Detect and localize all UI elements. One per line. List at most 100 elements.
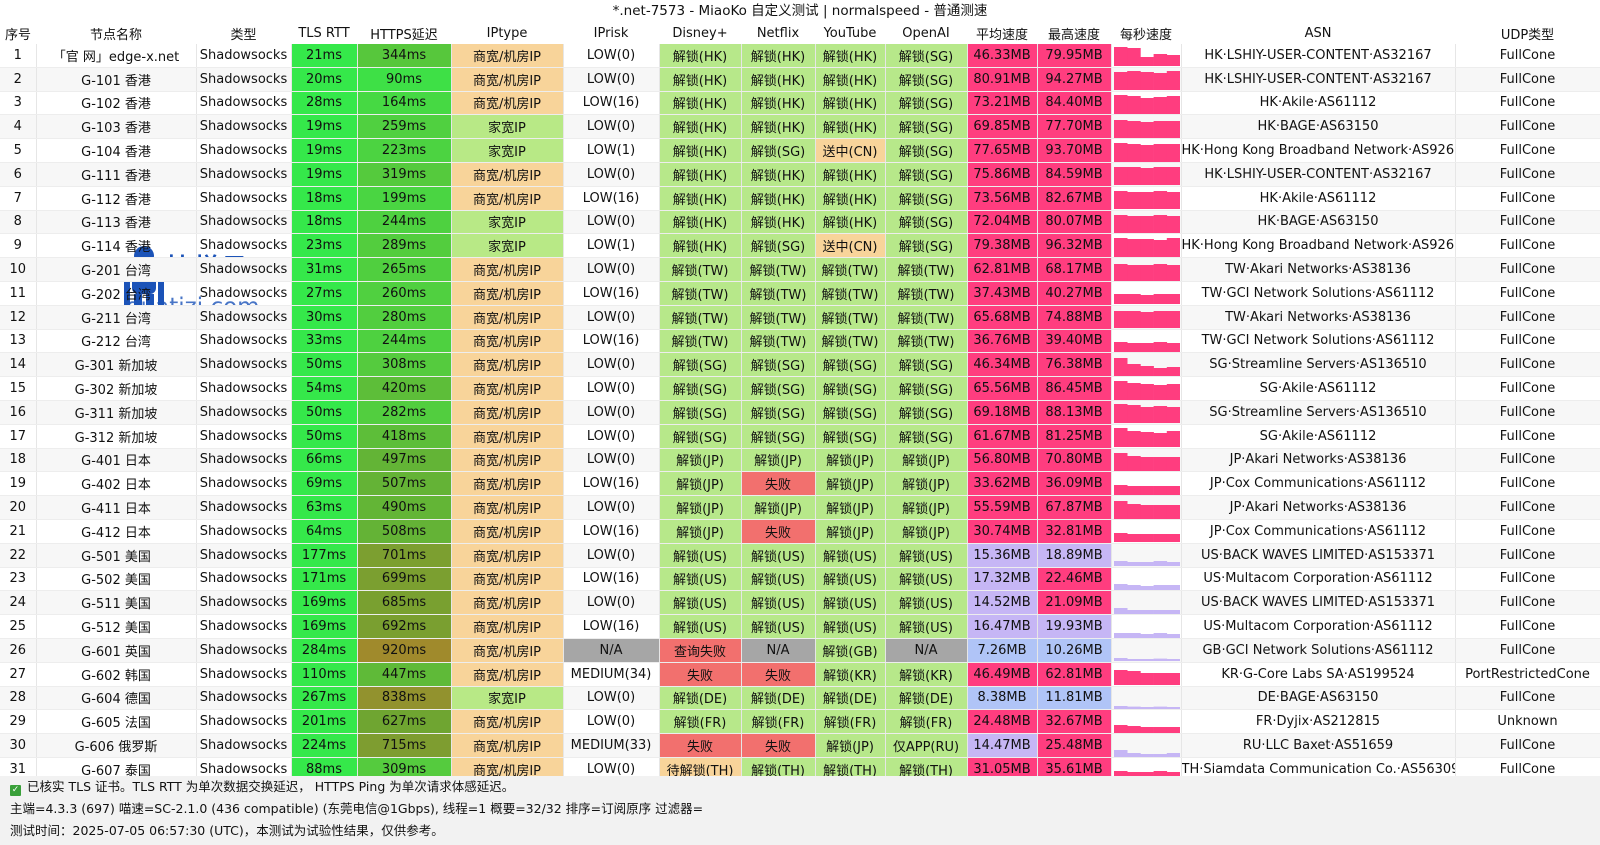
iprisk-cell: LOW(0) bbox=[563, 400, 660, 425]
col-iptype-header: IPtype bbox=[451, 22, 563, 44]
node-name-cell: G-101 香港 bbox=[36, 67, 197, 92]
asn-cell: HK·LSHIY-USER-CONTENT·AS32167 bbox=[1181, 67, 1456, 92]
openai-cell: 解锁(FR) bbox=[885, 709, 968, 735]
sparkline-bar bbox=[1126, 725, 1141, 733]
iprisk-cell: LOW(0) bbox=[563, 709, 660, 735]
max-speed-cell: 74.88MB bbox=[1037, 305, 1112, 330]
iprisk-cell: LOW(16) bbox=[563, 329, 660, 354]
udp-cell: FullCone bbox=[1455, 233, 1600, 259]
sparkline-bar bbox=[1153, 239, 1167, 257]
tls-rtt-cell: 30ms bbox=[291, 305, 358, 330]
iptype-cell: 商宽/机房IP bbox=[451, 733, 564, 758]
netflix-cell: 解锁(HK) bbox=[741, 44, 816, 68]
openai-cell: 解锁(SG) bbox=[885, 114, 968, 140]
udp-cell: FullCone bbox=[1455, 138, 1600, 163]
spark bbox=[1111, 44, 1182, 68]
col-youtube-header: YouTube bbox=[815, 22, 885, 44]
type-cell: Shadowsocks bbox=[196, 686, 292, 711]
sparkline-bar bbox=[1166, 167, 1180, 186]
sparkline-bar bbox=[1126, 264, 1141, 281]
sparkline-bar bbox=[1139, 264, 1154, 281]
sparkline-bar bbox=[1166, 633, 1180, 638]
avg-speed-cell: 56.80MB bbox=[967, 448, 1038, 473]
max-speed-cell: 62.81MB bbox=[1037, 662, 1112, 687]
sparkline-bar bbox=[1126, 609, 1141, 614]
max-speed-cell: 76.38MB bbox=[1037, 352, 1112, 378]
udp-cell: FullCone bbox=[1455, 424, 1600, 449]
table-row: 18 G-401 日本 Shadowsocks 66ms 497ms 商宽/机房IP LOW… bbox=[0, 448, 1600, 473]
index-cell: 6 bbox=[0, 162, 37, 187]
openai-cell: 解锁(DE) bbox=[885, 686, 968, 711]
sparkline-bar bbox=[1153, 384, 1167, 400]
index-cell: 24 bbox=[0, 590, 37, 616]
youtube-cell: 解锁(US) bbox=[815, 590, 886, 616]
sparkline-bar bbox=[1166, 562, 1180, 567]
sparkline-bar bbox=[1153, 632, 1167, 638]
udp-cell: FullCone bbox=[1455, 543, 1600, 568]
youtube-cell: 解锁(US) bbox=[815, 567, 886, 592]
disney-cell: 解锁(TW) bbox=[659, 257, 742, 282]
spark bbox=[1111, 186, 1182, 211]
spark bbox=[1111, 91, 1182, 116]
openai-cell: 解锁(TW) bbox=[885, 305, 968, 330]
netflix-cell: 解锁(SG) bbox=[741, 233, 816, 259]
avg-speed-cell: 46.33MB bbox=[967, 44, 1038, 68]
disney-cell: 解锁(SG) bbox=[659, 376, 742, 401]
type-cell: Shadowsocks bbox=[196, 352, 292, 378]
table-body: 1 「官 网」edge-x.net Shadowsocks 21ms 344ms 商宽/机… bbox=[0, 44, 1600, 806]
openai-cell: 解锁(US) bbox=[885, 590, 968, 616]
table-row: 12 G-211 台湾 Shadowsocks 30ms 280ms 商宽/机房IP LOW… bbox=[0, 305, 1600, 330]
disney-cell: 解锁(HK) bbox=[659, 233, 742, 259]
avg-speed-cell: 65.68MB bbox=[967, 305, 1038, 330]
node-name-cell: G-501 美国 bbox=[36, 543, 197, 568]
sparkline-bar bbox=[1153, 658, 1167, 662]
sparkline-bar bbox=[1113, 214, 1127, 233]
netflix-cell: 解锁(SG) bbox=[741, 400, 816, 425]
asn-cell: HK·Akile·AS61112 bbox=[1181, 91, 1456, 116]
node-name-cell: G-113 香港 bbox=[36, 210, 197, 235]
type-cell: Shadowsocks bbox=[196, 376, 292, 401]
sparkline-bar bbox=[1126, 382, 1141, 400]
https-delay-cell: 838ms bbox=[357, 686, 452, 711]
index-cell: 12 bbox=[0, 305, 37, 330]
node-name-cell: G-605 法国 bbox=[36, 709, 197, 735]
max-speed-cell: 94.27MB bbox=[1037, 67, 1112, 92]
https-delay-cell: 715ms bbox=[357, 733, 452, 758]
spark bbox=[1111, 471, 1182, 497]
speed-sparkline bbox=[1113, 47, 1180, 67]
iptype-cell: 商宽/机房IP bbox=[451, 638, 564, 663]
openai-cell: 解锁(JP) bbox=[885, 471, 968, 497]
sparkline-bar bbox=[1153, 406, 1167, 424]
netflix-cell: 解锁(TW) bbox=[741, 257, 816, 282]
udp-cell: FullCone bbox=[1455, 519, 1600, 544]
disney-cell: 解锁(HK) bbox=[659, 114, 742, 140]
node-name-cell: G-312 新加坡 bbox=[36, 424, 197, 449]
max-speed-cell: 96.32MB bbox=[1037, 233, 1112, 259]
node-name-cell: G-502 美国 bbox=[36, 567, 197, 592]
table-row: 6 G-111 香港 Shadowsocks 19ms 319ms 商宽/机房IP LOW(… bbox=[0, 162, 1600, 187]
openai-cell: 解锁(SG) bbox=[885, 186, 968, 211]
sparkline-bar bbox=[1113, 705, 1127, 709]
tls-rtt-cell: 284ms bbox=[291, 638, 358, 663]
udp-cell: FullCone bbox=[1455, 305, 1600, 330]
youtube-cell: 解锁(GB) bbox=[815, 638, 886, 663]
index-cell: 5 bbox=[0, 138, 37, 163]
tls-rtt-cell: 169ms bbox=[291, 590, 358, 616]
openai-cell: 解锁(SG) bbox=[885, 210, 968, 235]
node-name-cell: G-301 新加坡 bbox=[36, 352, 197, 378]
tls-rtt-cell: 169ms bbox=[291, 614, 358, 639]
iprisk-cell: LOW(16) bbox=[563, 91, 660, 116]
iprisk-cell: LOW(0) bbox=[563, 590, 660, 616]
udp-cell: FullCone bbox=[1455, 733, 1600, 758]
spark bbox=[1111, 519, 1182, 544]
sparkline-bar bbox=[1139, 192, 1154, 210]
disney-cell: 解锁(HK) bbox=[659, 91, 742, 116]
table-row: 15 G-302 新加坡 Shadowsocks 54ms 420ms 商宽/机房IP LO… bbox=[0, 376, 1600, 401]
sparkline-bar bbox=[1166, 55, 1180, 67]
openai-cell: 解锁(SG) bbox=[885, 44, 968, 68]
node-name-cell: G-302 新加坡 bbox=[36, 376, 197, 401]
index-cell: 17 bbox=[0, 424, 37, 449]
sparkline-bar bbox=[1139, 485, 1154, 495]
iptype-cell: 家宽IP bbox=[451, 686, 564, 711]
openai-cell: 解锁(TW) bbox=[885, 281, 968, 306]
